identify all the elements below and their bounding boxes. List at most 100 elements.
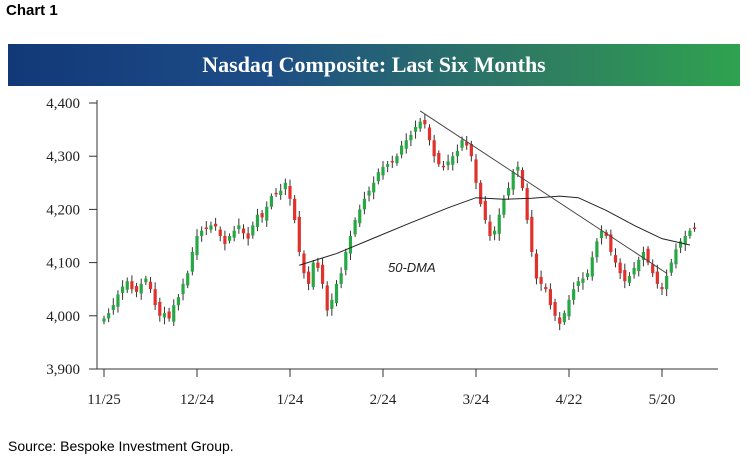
candle: [288, 179, 292, 206]
candle-body: [348, 236, 353, 254]
candle-body: [344, 251, 348, 271]
candle-body: [334, 283, 339, 304]
candle: [627, 272, 632, 287]
candle-body: [316, 262, 320, 268]
candle-body: [576, 281, 580, 287]
candle-body: [646, 248, 650, 263]
candle: [400, 140, 404, 159]
candle-body: [599, 230, 604, 239]
x-tick-label: 2/24: [370, 392, 397, 408]
candle-body: [623, 270, 627, 282]
candle: [646, 246, 650, 266]
candle-body: [339, 273, 343, 284]
trendline: [419, 110, 667, 274]
candle: [320, 257, 325, 289]
candle: [511, 168, 515, 196]
candle-body: [209, 225, 213, 230]
candle: [669, 258, 673, 276]
candle-body: [497, 214, 501, 234]
candle-body: [613, 255, 618, 263]
candle: [102, 315, 106, 325]
candle-body: [581, 278, 585, 283]
candle: [506, 182, 511, 200]
candle-body: [539, 276, 543, 284]
candle: [307, 266, 311, 291]
candle-body: [293, 198, 297, 221]
candle: [441, 160, 446, 171]
candle: [232, 225, 236, 242]
candle-body: [255, 214, 260, 227]
candle-body: [483, 200, 487, 221]
candle: [609, 229, 613, 256]
candle-body: [325, 285, 329, 311]
candle-body: [218, 229, 222, 236]
candle: [107, 308, 111, 323]
candle: [134, 282, 139, 298]
candle-body: [469, 143, 473, 157]
candle-body: [167, 311, 171, 319]
candle: [544, 283, 548, 293]
candle: [125, 277, 129, 293]
candle-body: [418, 121, 422, 129]
candle: [274, 188, 278, 198]
candle-body: [446, 161, 450, 166]
candle: [660, 282, 664, 296]
candle: [413, 120, 418, 139]
candle: [418, 117, 422, 132]
candle-body: [176, 297, 180, 306]
candle-body: [534, 253, 539, 279]
candle: [483, 196, 487, 224]
candle: [655, 264, 659, 289]
candle-body: [260, 213, 264, 218]
candle-body: [139, 283, 143, 294]
chart-title: Nasdaq Composite: Last Six Months: [202, 52, 546, 77]
chart-plot: 3,900 4,000 4,100 4,200 4,300 4,400 11/25 12/2…: [46, 96, 718, 408]
candle-body: [692, 227, 697, 229]
candle: [409, 130, 413, 147]
candle: [395, 153, 399, 166]
candle-body: [609, 234, 613, 252]
candle: [479, 180, 483, 207]
candle: [618, 258, 622, 280]
candle-body: [413, 126, 418, 132]
candle: [637, 256, 641, 277]
candle-body: [493, 230, 497, 235]
candle-body: [288, 185, 292, 199]
candle: [209, 221, 213, 233]
candle-body: [455, 150, 459, 157]
candle: [227, 233, 232, 244]
candle-body: [409, 134, 413, 141]
candle: [567, 295, 571, 321]
candle: [167, 307, 171, 322]
candle: [553, 298, 557, 322]
candle: [158, 297, 162, 322]
candle-body: [214, 223, 218, 227]
candle: [548, 283, 552, 310]
candle: [148, 276, 153, 293]
candle-body: [107, 313, 111, 319]
candle-body: [190, 251, 194, 272]
candle-body: [627, 275, 632, 283]
candle: [348, 230, 353, 260]
candle-body: [362, 198, 366, 210]
x-tick-label: 5/20: [649, 392, 676, 408]
candle: [204, 221, 208, 235]
candle: [679, 238, 683, 254]
candle-body: [683, 236, 687, 245]
candle: [590, 251, 594, 281]
candle-body: [441, 165, 446, 168]
candle-body: [674, 249, 678, 265]
x-tick-label: 1/24: [277, 392, 304, 408]
candle-body: [274, 192, 278, 195]
candle-body: [307, 271, 311, 284]
candle-body: [320, 264, 325, 284]
candle-body: [279, 190, 283, 196]
candle: [162, 306, 167, 325]
candle-body: [130, 281, 134, 290]
candle: [200, 226, 204, 242]
candle-body: [372, 182, 376, 193]
candle-body: [158, 301, 162, 316]
candle-body: [618, 262, 622, 274]
candle: [330, 293, 334, 316]
candle-body: [232, 230, 236, 238]
